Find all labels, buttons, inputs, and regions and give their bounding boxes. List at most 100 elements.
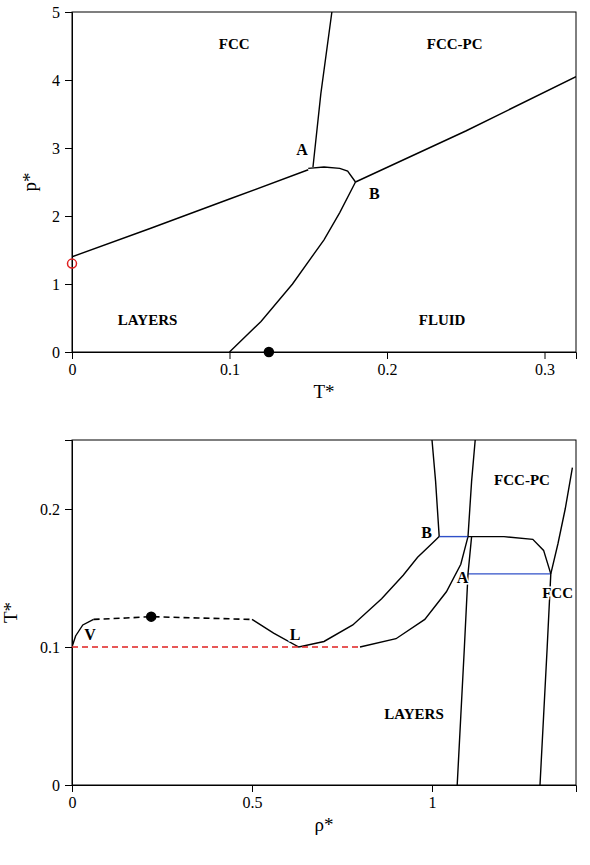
point (147, 612, 156, 621)
tick-mark (65, 148, 72, 149)
lines (72, 12, 576, 352)
tick-label: 0.1 (40, 639, 60, 656)
tick-mark (65, 785, 72, 786)
tick-label: 5 (52, 4, 60, 21)
tick: 1 (429, 785, 437, 811)
region-label: FCC-PC (494, 472, 550, 488)
region-label: FCC (219, 36, 250, 52)
tick-mark (65, 216, 72, 217)
tick-label: 0.3 (535, 361, 555, 378)
panel: 00.10.20.3012345FCCFCC-PCLAYERSFLUIDABT*… (19, 4, 576, 402)
tick: 0.2 (40, 501, 72, 518)
x-axis: 0 0.1 0.2 0.3 (69, 352, 577, 378)
x-axis-title: T* (313, 381, 334, 402)
tick-mark (65, 352, 72, 353)
tick-label: 1 (52, 276, 60, 293)
tick-mark (65, 647, 72, 648)
tick-label: 3 (52, 140, 60, 157)
tick: 0 (69, 785, 77, 811)
tick-label: 0.2 (40, 501, 60, 518)
tick-mark (252, 785, 253, 792)
phase-line (94, 617, 252, 620)
tick-mark (65, 509, 72, 510)
y-axis: 0 1 2 3 4 5 (52, 4, 73, 361)
phase-line (540, 574, 551, 785)
annotations: FCCFCC-PCLAYERSFLUIDAB (118, 36, 483, 327)
x-axis-title: ρ* (315, 814, 334, 835)
tick-mark (230, 352, 231, 359)
annotations: V L B A LAYERS FCC-PC FCC (84, 472, 573, 723)
tick: 5 (52, 4, 72, 21)
region-label: A (296, 141, 308, 158)
tick: 2 (52, 208, 72, 225)
tick-label: 1 (429, 794, 437, 811)
phase-line (457, 537, 471, 785)
axis-line (65, 441, 73, 786)
phase-line (72, 646, 360, 648)
phase-line (439, 536, 468, 537)
tick-label: 0 (52, 344, 60, 361)
tick: 1 (52, 276, 72, 293)
tick-mark (72, 352, 73, 359)
x-axis: 00.51 (69, 785, 577, 811)
axis-line (65, 13, 73, 353)
tick: 0.3 (535, 352, 555, 378)
tick: 0 (69, 352, 77, 378)
phase-line (313, 12, 332, 167)
phase-line (468, 440, 475, 537)
tick-label: 0.5 (243, 794, 263, 811)
tick-label: 0 (52, 777, 60, 794)
phase-line (551, 468, 573, 574)
phase-line (432, 440, 439, 537)
region-label: FCC-PC (427, 36, 483, 52)
region-label: A (457, 569, 469, 586)
region-label: FCC (542, 585, 573, 601)
plot-frame (72, 440, 576, 785)
y-axis-title: T* (0, 602, 21, 623)
tick: 4 (52, 72, 72, 89)
tick-label: 4 (52, 72, 60, 89)
points (147, 612, 156, 621)
tick-label: 0 (69, 794, 77, 811)
phase-line (356, 77, 577, 182)
tick-label: 0 (69, 361, 77, 378)
tick: 0.1 (40, 639, 72, 656)
tick-mark (65, 284, 72, 285)
point (264, 348, 273, 357)
region-label: B (369, 185, 380, 202)
phase-line (308, 167, 355, 182)
figure: 00.10.20.3012345FCCFCC-PCLAYERSFLUIDABT*… (0, 0, 590, 865)
region-label: B (421, 524, 432, 541)
region-label: V (84, 626, 96, 643)
axis-line (73, 353, 577, 360)
phase-line (230, 182, 356, 352)
tick-label: 2 (52, 208, 60, 225)
phase-line (72, 170, 308, 257)
y-axis-title: p* (19, 173, 40, 192)
phase-line (252, 537, 439, 647)
tick-mark (72, 785, 73, 792)
tick-label: 0.2 (378, 361, 398, 378)
panel: 00.5100.10.2VLBALAYERSFCC-PCFCCρ*T* (0, 440, 576, 835)
tick: 0.5 (243, 785, 263, 811)
tick: 0 (52, 777, 72, 794)
phase-line (468, 573, 551, 574)
tick: 0 (52, 344, 72, 361)
phase-line (360, 537, 468, 647)
tick: 0.2 (378, 352, 398, 378)
tick-mark (65, 12, 72, 13)
points (68, 259, 274, 356)
y-axis: 0 0.1 0.2 (40, 441, 73, 794)
tick-mark (387, 352, 388, 359)
tick: 3 (52, 140, 72, 157)
tick-mark (545, 352, 546, 359)
axis-line (73, 786, 577, 793)
phase-line (468, 537, 551, 574)
region-label: LAYERS (384, 706, 443, 722)
region-label: L (290, 626, 301, 643)
plot-frame (72, 12, 576, 352)
region-label: LAYERS (118, 312, 177, 328)
tick: 0.1 (220, 352, 240, 378)
tick-mark (432, 785, 433, 792)
tick-mark (65, 80, 72, 81)
